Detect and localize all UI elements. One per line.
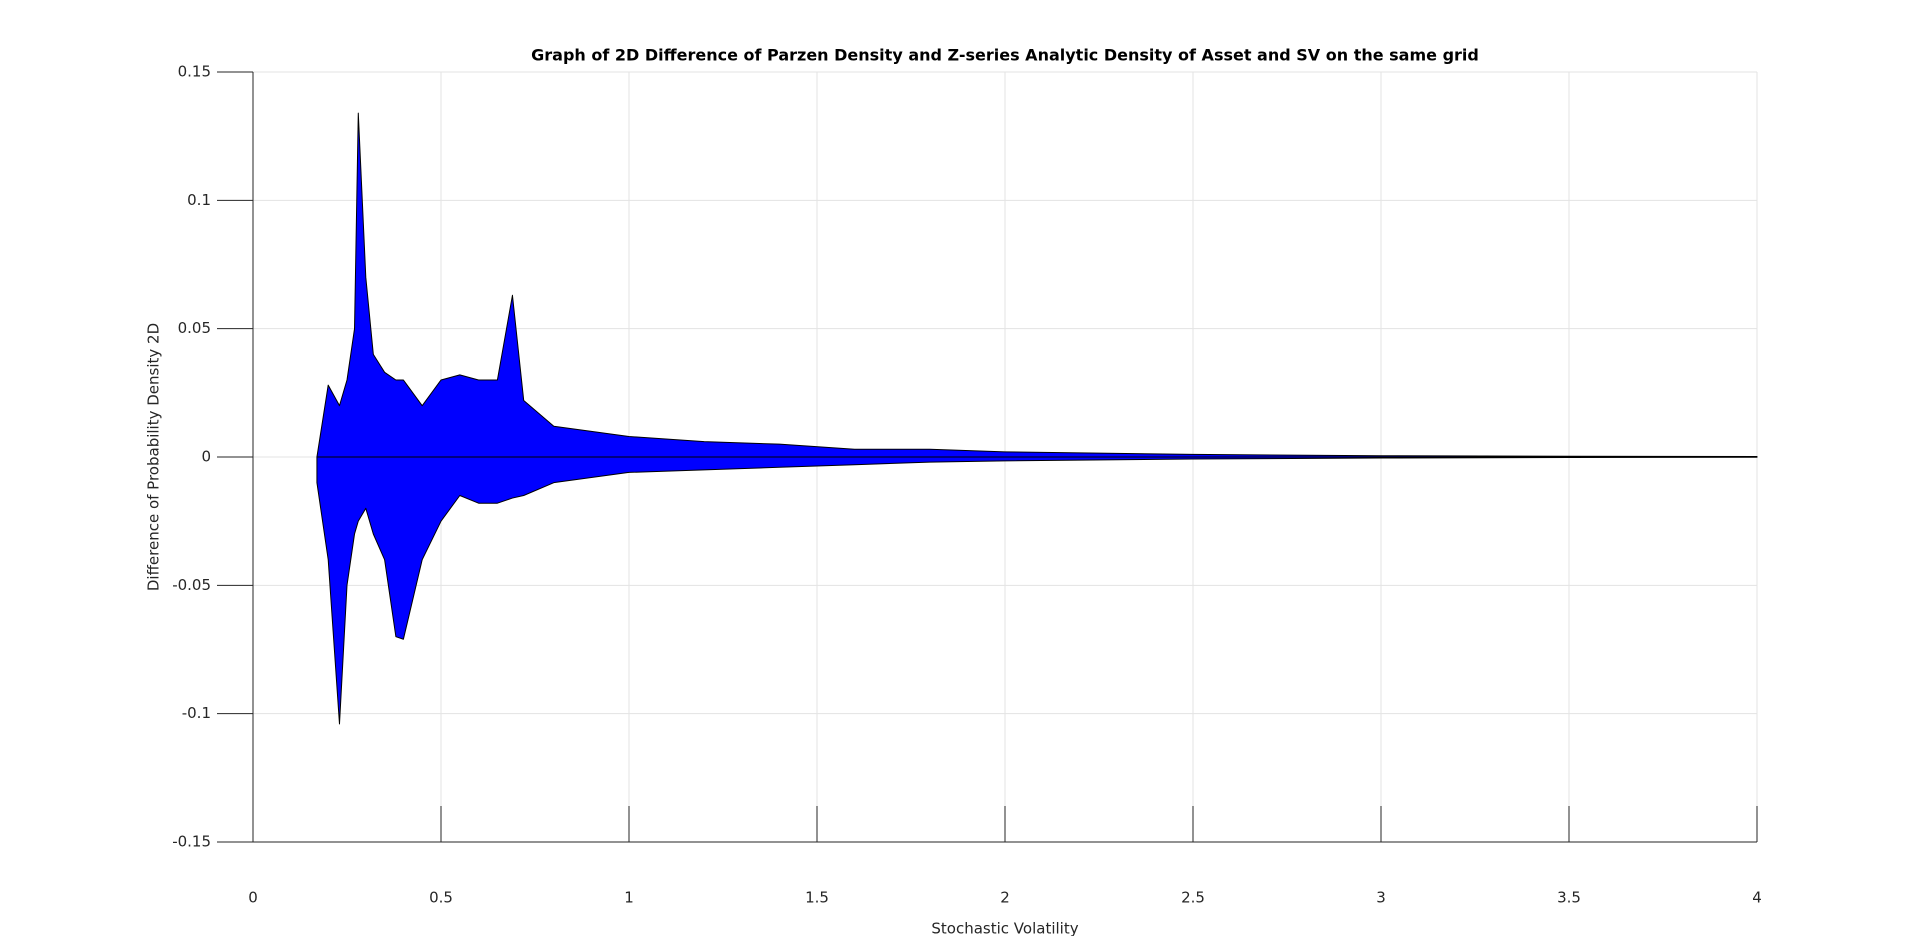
x-tick-label: 4 <box>1752 889 1762 907</box>
y-axis-label: Difference of Probability Density 2D <box>145 323 163 591</box>
y-tick-label: -0.05 <box>172 576 211 594</box>
x-tick-label: 1.5 <box>805 889 829 907</box>
area <box>316 456 1758 725</box>
y-tick-label: 0 <box>201 448 211 466</box>
y-tick-label: 0.05 <box>178 319 211 337</box>
x-tick-label: 0.5 <box>429 889 453 907</box>
y-tick-label: -0.1 <box>182 704 211 722</box>
x-axis-label: Stochastic Volatility <box>931 920 1078 936</box>
x-tick-label: 2 <box>1000 889 1010 907</box>
x-tick-label: 1 <box>624 889 634 907</box>
x-tick-label: 3.5 <box>1557 889 1581 907</box>
x-tick-label: 3 <box>1376 889 1386 907</box>
chart-title: Graph of 2D Difference of Parzen Density… <box>531 46 1479 65</box>
area <box>316 112 1758 458</box>
y-tick-label: 0.15 <box>178 63 211 81</box>
x-tick-label: 0 <box>248 889 258 907</box>
x-tick-label: 2.5 <box>1181 889 1205 907</box>
y-tick-label: 0.1 <box>187 191 211 209</box>
y-tick-label: -0.15 <box>172 833 211 851</box>
